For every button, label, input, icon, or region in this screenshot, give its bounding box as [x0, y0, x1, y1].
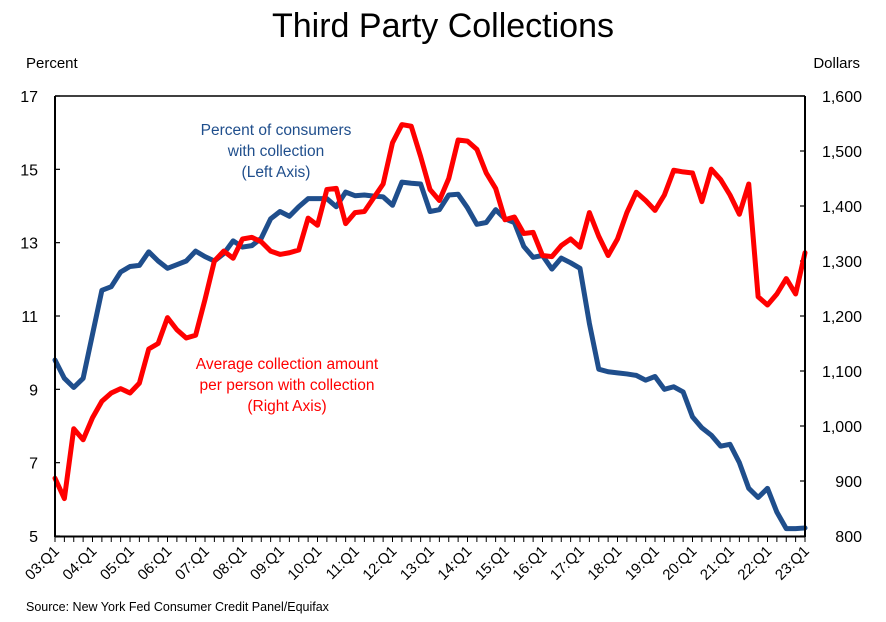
red-annotation-line-3: (Right Axis)	[247, 398, 326, 415]
right-tick-label: 1,200	[822, 309, 862, 326]
x-tick-label: 13:Q1	[397, 543, 438, 584]
x-tick-label: 18:Q1	[584, 543, 625, 584]
x-tick-label: 08:Q1	[209, 543, 250, 584]
x-tick-label: 17:Q1	[547, 543, 588, 584]
x-tick-label: 11:Q1	[323, 543, 363, 583]
right-tick-label: 1,100	[822, 364, 862, 381]
x-tick-label: 16:Q1	[509, 543, 550, 584]
series-layer	[52, 122, 808, 532]
percent-consumers-line	[52, 179, 808, 532]
left-tick-label: 13	[20, 236, 38, 253]
x-tick-label: 14:Q1	[434, 543, 475, 584]
right-axis-ticks: 800 900 1,000 1,100 1,200 1,300 1,400 1,500 1,60…	[800, 89, 862, 546]
right-tick-label: 900	[835, 474, 862, 491]
red-series-annotation: Average collection amount per person wit…	[196, 356, 379, 415]
right-tick-label: 1,500	[822, 144, 862, 161]
x-tick-label: 12:Q1	[359, 543, 400, 584]
x-tick-label: 07:Q1	[172, 543, 213, 584]
right-tick-label: 1,400	[822, 199, 862, 216]
red-annotation-line-1: Average collection amount	[196, 356, 379, 373]
x-tick-label: 23:Q1	[772, 543, 813, 584]
left-tick-label: 7	[29, 456, 38, 473]
x-axis-tick-labels: 03:Q104:Q105:Q106:Q107:Q108:Q109:Q110:Q1…	[22, 543, 813, 584]
x-tick-label: 20:Q1	[659, 543, 700, 584]
x-tick-label: 04:Q1	[59, 543, 100, 584]
right-tick-label: 1,300	[822, 254, 862, 271]
x-tick-label: 05:Q1	[97, 543, 138, 584]
chart-title: Third Party Collections	[272, 7, 614, 45]
blue-series-annotation: Percent of consumers with collection (Le…	[201, 122, 352, 181]
x-tick-label: 03:Q1	[22, 543, 63, 584]
x-tick-label: 15:Q1	[472, 543, 513, 584]
source-note: Source: New York Fed Consumer Credit Pan…	[26, 600, 330, 614]
x-tick-label: 19:Q1	[622, 543, 663, 584]
x-tick-label: 10:Q1	[284, 543, 325, 584]
red-annotation-line-2: per person with collection	[200, 377, 375, 394]
left-axis-label: Percent	[26, 55, 79, 72]
right-tick-label: 800	[835, 529, 862, 546]
avg-collection-amount-line	[52, 122, 808, 502]
x-tick-label: 06:Q1	[134, 543, 175, 584]
right-tick-label: 1,600	[822, 89, 862, 106]
left-tick-label: 15	[20, 162, 38, 179]
x-tick-label: 22:Q1	[734, 543, 775, 584]
blue-annotation-line-2: with collection	[227, 143, 325, 160]
blue-annotation-line-3: (Left Axis)	[242, 164, 311, 181]
blue-annotation-line-1: Percent of consumers	[201, 122, 352, 139]
right-tick-label: 1,000	[822, 419, 862, 436]
left-tick-label: 9	[29, 382, 38, 399]
x-tick-label: 09:Q1	[247, 543, 288, 584]
right-axis-label: Dollars	[813, 55, 860, 72]
left-tick-label: 17	[20, 89, 38, 106]
left-tick-label: 11	[21, 309, 38, 326]
left-tick-label: 5	[29, 529, 38, 546]
x-tick-label: 21:Q1	[697, 543, 738, 584]
